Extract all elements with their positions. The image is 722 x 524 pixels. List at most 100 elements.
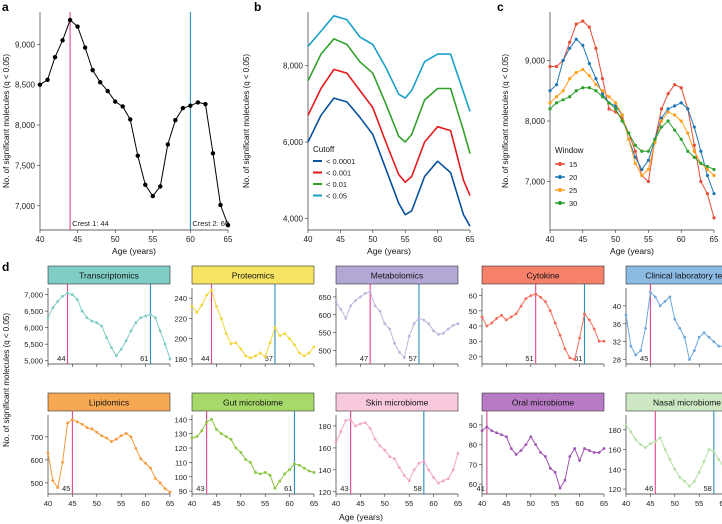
x-tick-label: 55 [695, 499, 703, 508]
panel-d4: 20 30 40 50 60 Cytokine 51 61 [469, 265, 606, 367]
data-point [124, 432, 128, 435]
data-point [168, 490, 172, 494]
y-tick-label: 180 [174, 355, 187, 364]
data-point [254, 471, 257, 474]
x-tick-label: 40 [44, 499, 52, 508]
x-tick-label: 50 [111, 235, 120, 244]
x-tick-label: 55 [401, 235, 410, 244]
y-tick-label: 70 [469, 460, 477, 469]
y-tick-label: 160 [608, 446, 621, 455]
data-point [620, 119, 624, 123]
data-point [646, 167, 651, 172]
data-point [283, 472, 287, 476]
crest-label: 43 [196, 484, 204, 493]
data-point [124, 339, 128, 343]
y-tick-label: 32 [613, 338, 621, 347]
data-point [239, 450, 243, 454]
data-point [699, 161, 703, 165]
data-point [544, 455, 547, 458]
data-point [95, 430, 99, 434]
data-point [683, 335, 686, 339]
data-point [692, 155, 696, 159]
y-tick-label: 120 [174, 444, 187, 453]
data-point [71, 418, 74, 422]
data-point [224, 332, 228, 335]
y-tick-label: 120 [608, 485, 621, 494]
data-point [153, 476, 157, 480]
legend-label: 25 [569, 186, 577, 195]
data-point [649, 291, 652, 294]
data-point [344, 419, 348, 422]
data-point [180, 105, 186, 111]
y-tick-label: 120 [318, 488, 331, 497]
data-point [168, 357, 172, 361]
data-point [66, 421, 69, 425]
data-point [234, 341, 238, 345]
crest-label: 45 [62, 484, 70, 493]
data-point [224, 435, 228, 438]
data-point [427, 468, 431, 472]
data-point [97, 80, 103, 85]
data-point [363, 421, 367, 425]
data-point [686, 149, 690, 153]
data-point [673, 113, 677, 117]
data-point [334, 300, 338, 304]
data-point [90, 319, 94, 323]
data-point [163, 342, 167, 346]
strip-header [47, 392, 171, 412]
y-tick-label: 7,000 [24, 291, 43, 300]
data-point [699, 179, 703, 184]
data-point [679, 137, 683, 141]
data-point [673, 128, 677, 132]
data-point [634, 438, 638, 442]
strip-header [191, 392, 315, 412]
data-point [297, 463, 301, 467]
data-point [359, 422, 362, 426]
data-point [105, 88, 110, 94]
data-point [349, 304, 353, 308]
strip-header [47, 265, 171, 285]
legend-label: 15 [569, 160, 577, 169]
data-point [587, 318, 591, 322]
y-tick-label: 60 [469, 480, 477, 489]
data-point [195, 100, 201, 105]
x-tick-label: 65 [166, 499, 174, 508]
data-point [614, 107, 618, 111]
data-point [553, 321, 557, 325]
data-point [640, 149, 644, 153]
data-point [56, 486, 60, 489]
data-point [273, 486, 277, 490]
data-point [666, 107, 670, 111]
series-line-30 [549, 87, 715, 170]
x-tick-label: 65 [466, 235, 475, 244]
strip-header [191, 265, 315, 285]
data-point [509, 447, 513, 450]
data-point [339, 430, 343, 433]
series-line-Cytokine [481, 293, 604, 360]
x-tick-label: 55 [551, 499, 559, 508]
data-point [339, 308, 343, 311]
data-point [633, 149, 637, 153]
data-point [548, 101, 552, 105]
x-axis-title: Age (years) [112, 246, 156, 256]
data-point [312, 471, 316, 474]
data-point [210, 288, 213, 292]
data-point [437, 481, 440, 485]
data-point [407, 334, 411, 338]
data-point [349, 417, 353, 421]
data-point [697, 470, 701, 474]
panel-d9: 60 70 80 90 40 45 50 55 60 65 Oral microbiome 41 [469, 392, 608, 508]
data-point [624, 313, 628, 317]
x-tick-label: 60 [285, 499, 293, 508]
x-tick-label: 40 [36, 235, 45, 244]
data-point [485, 324, 489, 328]
legend-label: < 0.001 [326, 169, 351, 178]
data-point [383, 322, 387, 326]
y-tick-label: 5,500 [24, 340, 43, 349]
x-tick-label: 60 [719, 499, 722, 508]
data-point [629, 344, 633, 348]
data-point [574, 70, 578, 75]
data-point [600, 89, 605, 93]
data-point [554, 101, 559, 105]
